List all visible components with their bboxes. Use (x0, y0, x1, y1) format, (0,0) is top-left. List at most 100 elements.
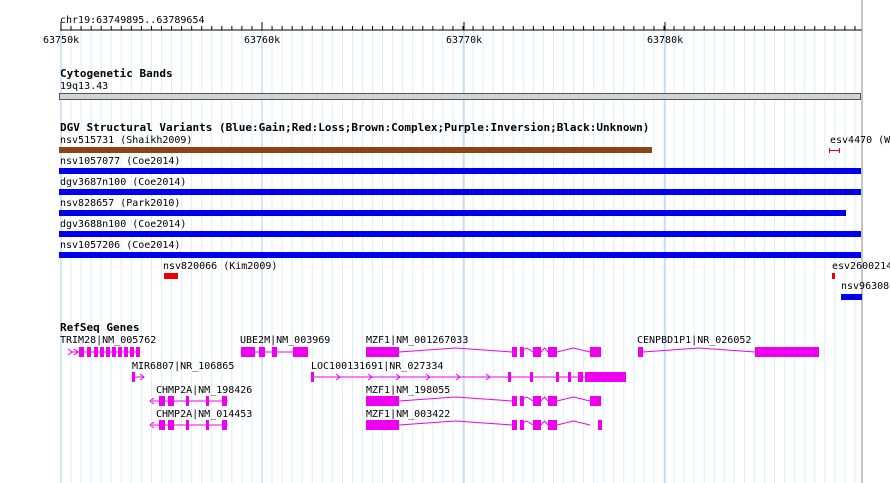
gene-label: CENPBD1P1|NR_026052 (637, 335, 752, 346)
cytoband-bar[interactable] (59, 93, 861, 100)
gene-intron (398, 396, 591, 402)
gene-exon (578, 372, 583, 382)
strand-arrow (335, 373, 341, 381)
dgv-loss-bar[interactable] (832, 273, 835, 279)
gene-exon (556, 372, 559, 382)
gene-label: LOC100131691|NR_027334 (311, 361, 444, 372)
refseq-track-title: RefSeq Genes (60, 321, 140, 334)
gene-label: MZF1|NM_001267033 (366, 335, 469, 346)
gene-exon (136, 347, 140, 357)
location-label: chr19:63749895..63789654 (60, 15, 205, 26)
dgv-feature-label: esv4470 (W (830, 135, 890, 146)
strand-arrow (149, 397, 155, 405)
strand-arrow (395, 373, 401, 381)
gene-exon (548, 347, 557, 357)
strand-arrow (455, 373, 461, 381)
gene-exon (100, 347, 104, 357)
dgv-gain-bar[interactable] (59, 231, 861, 237)
gene-exon (186, 396, 189, 406)
dgv-feature-label: dgv3687n100 (Coe2014) (60, 177, 187, 188)
gene-exon (222, 396, 227, 406)
ruler-tick-label: 63770k (446, 35, 483, 46)
strand-arrow (67, 348, 73, 356)
gene-exon (366, 420, 399, 430)
gene-exon (366, 347, 399, 357)
gene-exon (520, 347, 524, 357)
gene-label: MZF1|NM_198055 (366, 385, 451, 396)
dgv-feature-label: nsv828657 (Park2010) (60, 198, 181, 209)
gene-label: CHMP2A|NM_014453 (156, 409, 253, 420)
strand-arrow (149, 421, 155, 429)
strand-arrow (485, 373, 491, 381)
gene-label: UBE2M|NM_003969 (240, 335, 331, 346)
gene-exon (590, 396, 601, 406)
gene-exon (585, 372, 626, 382)
strand-arrow (73, 348, 79, 356)
gene-exon (590, 347, 601, 357)
dgv-gain-bar[interactable] (59, 252, 861, 258)
gene-exon (533, 347, 541, 357)
dgv-feature-label: nsv1057206 (Coe2014) (60, 240, 181, 251)
cytoband-track-title: Cytogenetic Bands (60, 67, 173, 80)
dgv-feature-label: nsv1057077 (Coe2014) (60, 156, 181, 167)
strand-arrow (139, 373, 145, 381)
gene-label: MZF1|NM_003422 (366, 409, 451, 420)
gene-exon (168, 396, 174, 406)
gene-exon (259, 347, 265, 357)
dgv-feature-label: nsv515731 (Shaikh2009) (60, 135, 193, 146)
gene-exon (520, 396, 524, 406)
dgv-gain-bar[interactable] (59, 168, 861, 174)
gene-exon (241, 347, 255, 357)
gene-exon (520, 420, 524, 430)
gene-exon (512, 420, 517, 430)
gene-label: CHMP2A|NM_198426 (156, 385, 253, 396)
gene-exon (130, 347, 134, 357)
gene-label: TRIM28|NM_005762 (60, 335, 157, 346)
gene-exon (87, 347, 91, 357)
gene-exon (508, 372, 511, 382)
gene-exon (132, 372, 135, 382)
gene-exon (366, 396, 399, 406)
gene-exon (168, 420, 174, 430)
gene-exon (533, 396, 541, 406)
gene-intron (398, 420, 591, 426)
gene-exon (94, 347, 98, 357)
gene-exon (598, 420, 602, 430)
gene-exon (206, 396, 209, 406)
ruler-tick-label: 63760k (244, 35, 281, 46)
dgv-gain-bar[interactable] (841, 294, 862, 300)
gene-intron (398, 347, 591, 353)
gene-exon (530, 372, 533, 382)
dgv-feature-label: nsv820066 (Kim2009) (163, 261, 278, 272)
gene-exon (186, 420, 189, 430)
gene-exon (112, 347, 116, 357)
gene-exon (118, 347, 122, 357)
dgv-loss-bar[interactable] (829, 148, 840, 153)
gene-exon (638, 347, 643, 357)
dgv-feature-label: esv2600214 (832, 261, 890, 272)
gene-exon (222, 420, 227, 430)
dgv-gain-bar[interactable] (59, 210, 846, 216)
dgv-loss-bar[interactable] (164, 273, 178, 279)
strand-arrow (425, 373, 431, 381)
gene-intron (642, 347, 756, 353)
gene-exon (512, 347, 517, 357)
gene-exon (79, 347, 84, 357)
gene-exon (124, 347, 128, 357)
gene-exon (293, 347, 308, 357)
gene-exon (311, 372, 314, 382)
dgv-complex-bar[interactable] (59, 147, 652, 153)
dgv-gain-bar[interactable] (59, 189, 861, 195)
gene-label: MIR6807|NR_106865 (132, 361, 235, 372)
gene-exon (159, 420, 165, 430)
dgv-feature-label: dgv3688n100 (Coe2014) (60, 219, 187, 230)
gene-exon (272, 347, 277, 357)
gene-exon (755, 347, 819, 357)
gene-exon (159, 396, 165, 406)
gene-exon (512, 396, 517, 406)
gene-exon (548, 420, 557, 430)
cytoband-label: 19q13.43 (60, 81, 109, 92)
gene-exon (206, 420, 209, 430)
